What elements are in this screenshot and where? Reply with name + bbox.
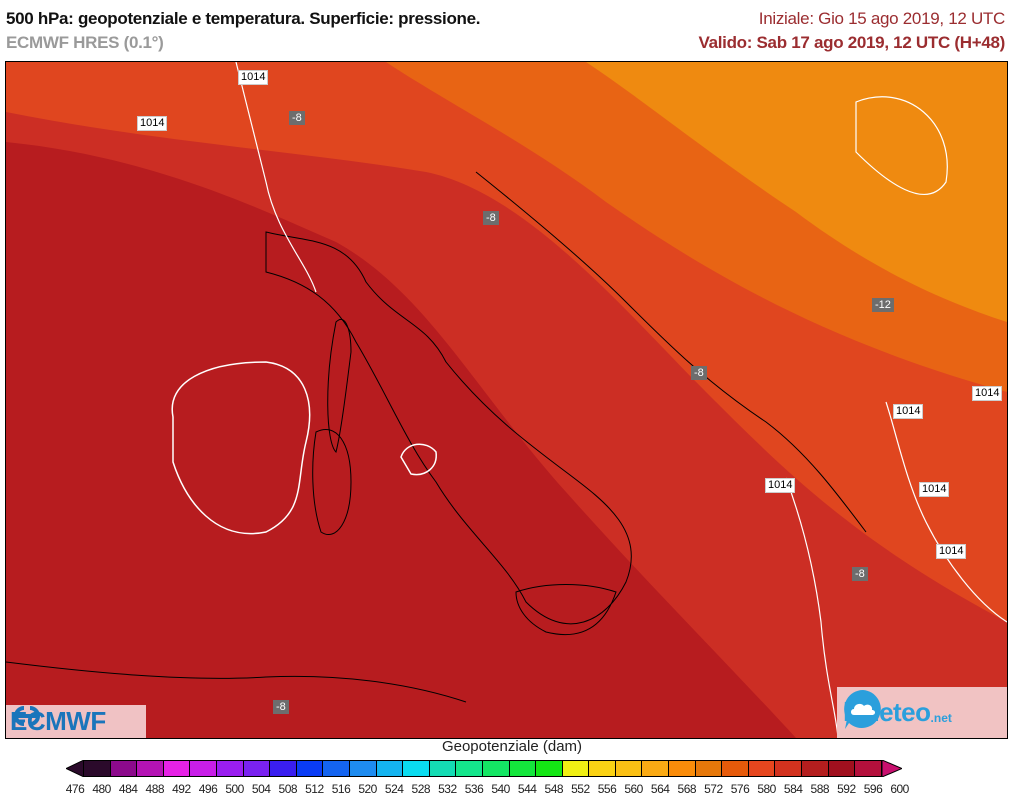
colorbar-swatch (428, 760, 457, 777)
colorbar-tick-label: 572 (704, 782, 723, 796)
colorbar-swatch (136, 760, 164, 777)
colorbar-tick-label: 560 (624, 782, 643, 796)
colorbar-swatch (109, 760, 138, 777)
temperature-label: -8 (289, 111, 305, 125)
colorbar-swatch (827, 760, 856, 777)
colorbar-tick-label: 576 (730, 782, 750, 796)
colorbar-tick-label: 564 (650, 782, 670, 796)
colorbar-tick-label: 588 (810, 782, 830, 796)
geopotential-bands (6, 62, 1007, 738)
colorbar-swatch (774, 760, 803, 777)
map-title: 500 hPa: geopotenziale e temperatura. Su… (6, 9, 481, 28)
colorbar-swatch (189, 760, 217, 777)
temperature-label: -12 (872, 298, 894, 312)
valid-time: Valido: Sab 17 ago 2019, 12 UTC (H+48) (698, 33, 1005, 52)
colorbar-tick-label: 580 (757, 782, 776, 796)
colorbar-swatch (641, 760, 670, 777)
colorbar-swatch (694, 760, 723, 777)
colorbar-tick-label: 516 (331, 782, 351, 796)
colorbar-swatches (83, 760, 882, 777)
colorbar-swatch (348, 760, 377, 777)
colorbar-ticks: 476 480 484 488 492 496 500 504 508 512 516 520 524 5… (0, 782, 1024, 796)
colorbar-tick-label: 484 (118, 782, 138, 796)
colorbar-tick-label: 528 (411, 782, 431, 796)
temperature-label: -8 (483, 211, 499, 225)
colorbar-tick-label: 500 (225, 782, 244, 796)
colorbar-tick-label: 508 (278, 782, 298, 796)
cloud-bubble-icon (844, 690, 881, 729)
ecmwf-logo-icon (14, 706, 40, 726)
colorbar-swatch (83, 760, 111, 777)
colorbar-left-arrow (66, 760, 84, 777)
colorbar-swatch (162, 760, 191, 777)
colorbar-title: Geopotenziale (dam) (441, 738, 583, 755)
colorbar-tick-label: 520 (358, 782, 377, 796)
colorbar-swatch (295, 760, 324, 777)
colorbar-swatch (535, 760, 563, 777)
ilmeteo-logo: ilmeteo .net (837, 687, 1007, 738)
colorbar-tick-label: 600 (890, 782, 909, 796)
colorbar-tick-label: 584 (783, 782, 803, 796)
temperature-label: -8 (691, 366, 707, 380)
isobar-label: 1014 (972, 386, 1003, 401)
colorbar-swatch (801, 760, 829, 777)
temperature-label: -8 (273, 700, 289, 714)
isobar-label: 1014 (238, 70, 269, 85)
colorbar-swatch (721, 760, 749, 777)
colorbar-tick-label: 552 (571, 782, 590, 796)
weather-map[interactable]: 1014 1014 1014 1014 1014 1014 1014 -8 -8… (5, 61, 1008, 739)
colorbar-tick-label: 548 (544, 782, 564, 796)
colorbar-tick-label: 504 (251, 782, 271, 796)
colorbar-swatch (668, 760, 696, 777)
ecmwf-logo-text: ECMWF (10, 706, 106, 736)
colorbar-swatch (322, 760, 350, 777)
colorbar-swatch (854, 760, 882, 777)
colorbar-swatch (508, 760, 537, 777)
colorbar-tick-label: 532 (438, 782, 457, 796)
init-time: Iniziale: Gio 15 ago 2019, 12 UTC (758, 9, 1006, 28)
isobar-label: 1014 (936, 544, 967, 559)
model-name: ECMWF HRES (0.1°) (6, 33, 164, 52)
colorbar-tick-label: 480 (92, 782, 111, 796)
colorbar-swatch (614, 760, 643, 777)
isobar-label: 1014 (919, 482, 950, 497)
colorbar-swatch (455, 760, 483, 777)
colorbar-swatch (561, 760, 590, 777)
colorbar-swatch (269, 760, 297, 777)
colorbar-tick-label: 492 (172, 782, 191, 796)
colorbar-tick-label: 592 (837, 782, 856, 796)
colorbar-tick-label: 488 (145, 782, 165, 796)
colorbar-tick-label: 496 (198, 782, 218, 796)
colorbar-swatch (747, 760, 776, 777)
isobar-label: 1014 (765, 478, 796, 493)
temperature-label: -8 (852, 567, 868, 581)
colorbar-swatch (375, 760, 404, 777)
colorbar-tick-label: 540 (491, 782, 510, 796)
colorbar-tick-label: 512 (305, 782, 324, 796)
colorbar-right-arrow (882, 760, 902, 777)
colorbar-tick-label: 544 (517, 782, 537, 796)
colorbar-tick-label: 536 (464, 782, 484, 796)
colorbar-swatch (215, 760, 244, 777)
ilmeteo-logo-suffix: .net (930, 710, 952, 725)
colorbar-tick-label: 524 (384, 782, 404, 796)
ecmwf-logo: ECMWF (6, 705, 146, 738)
colorbar-tick-label: 556 (597, 782, 617, 796)
colorbar-swatch (588, 760, 616, 777)
colorbar-tick-label: 476 (65, 782, 85, 796)
colorbar-swatch (481, 760, 510, 777)
colorbar-tick-label: 568 (677, 782, 697, 796)
colorbar-swatch (242, 760, 271, 777)
colorbar-swatch (402, 760, 430, 777)
isobar-label: 1014 (893, 404, 924, 419)
colorbar-tick-label: 596 (863, 782, 883, 796)
isobar-label: 1014 (137, 116, 168, 131)
